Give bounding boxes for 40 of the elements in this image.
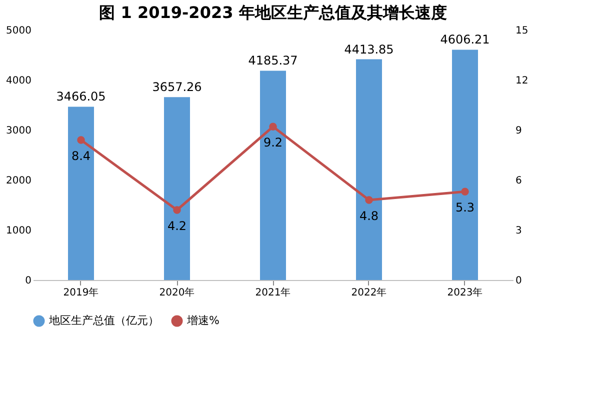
y2-tick-label: 12 [516, 76, 528, 86]
y2-tick-label: 9 [516, 126, 522, 136]
data-label: 4185.37 [248, 54, 298, 68]
x-tick-label: 2021年 [255, 286, 291, 298]
data-label: 4.8 [359, 209, 379, 223]
x-tick-label: 2019年 [63, 286, 99, 298]
bar [260, 70, 286, 280]
legend-label: 增速% [186, 314, 220, 327]
x-tick-label: 2022年 [351, 286, 387, 298]
data-label: 8.4 [71, 149, 91, 163]
x-tick-label: 2020年 [159, 286, 195, 298]
chart-title: 图 1 2019-2023 年地区生产总值及其增长速度 [99, 3, 447, 22]
data-label: 9.2 [263, 136, 283, 150]
y-tick-label: 0 [25, 276, 32, 286]
y-tick-label: 4000 [6, 76, 32, 86]
y2-tick-label: 0 [516, 276, 522, 286]
x-tick-label: 2023年 [447, 286, 483, 298]
y-tick-label: 2000 [6, 176, 32, 186]
bar [164, 97, 190, 280]
bar [452, 50, 478, 280]
y-tick-label: 1000 [6, 226, 32, 236]
data-label: 4606.21 [440, 32, 490, 47]
data-label: 4.2 [167, 219, 187, 233]
legend-label: 地区生产总值（亿元） [48, 314, 159, 327]
y-tick-label: 3000 [6, 126, 32, 136]
data-label: 3466.05 [56, 90, 106, 104]
point [461, 188, 469, 196]
point [77, 136, 85, 144]
point [173, 206, 181, 214]
data-label: 4413.85 [344, 42, 394, 56]
bar [68, 106, 94, 280]
y2-tick-label: 15 [516, 26, 528, 36]
y-tick-label: 5000 [6, 26, 32, 36]
data-label: 3657.26 [152, 80, 202, 94]
point [269, 122, 277, 131]
data-label: 5.3 [455, 200, 475, 215]
y2-tick-label: 6 [516, 176, 522, 186]
bar [356, 59, 382, 280]
point [365, 196, 373, 204]
y2-tick-label: 3 [516, 226, 522, 236]
